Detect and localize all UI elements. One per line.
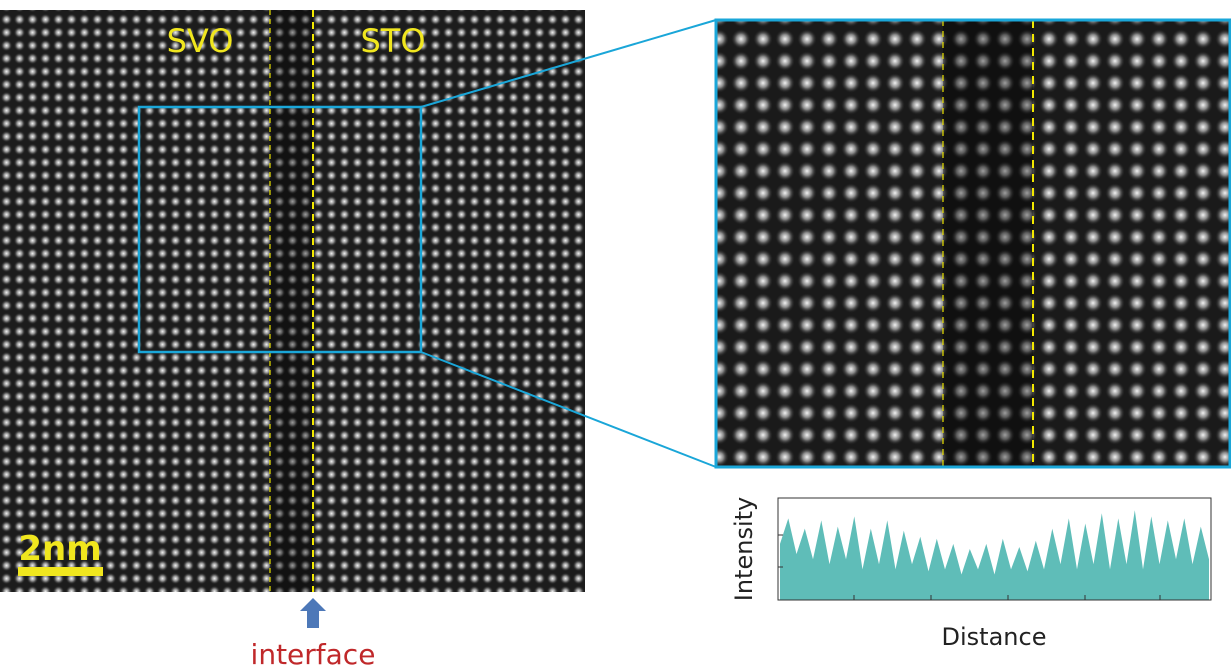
page: {"left_image": {"labels": ["SVO", "STO"]… xyxy=(0,0,1231,671)
label: SVO xyxy=(167,22,234,60)
arrow xyxy=(300,598,326,628)
y-label: Intensity xyxy=(730,497,758,601)
arrow-label: interface xyxy=(251,638,376,671)
label: STO xyxy=(360,22,425,60)
x-label: Distance xyxy=(942,623,1047,651)
profile-plot xyxy=(778,510,1209,600)
scale-bar xyxy=(18,567,103,576)
profile-area xyxy=(780,510,1209,600)
scale-label: 2nm xyxy=(18,529,101,569)
interface-band xyxy=(943,20,1033,467)
figure: SVO STO 2nm interface Intensity Distance xyxy=(0,0,1231,671)
interface-band xyxy=(270,10,313,592)
